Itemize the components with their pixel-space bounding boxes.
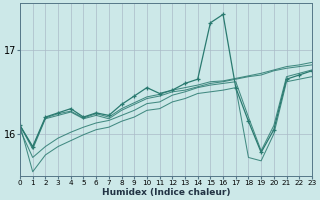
X-axis label: Humidex (Indice chaleur): Humidex (Indice chaleur) <box>102 188 230 197</box>
